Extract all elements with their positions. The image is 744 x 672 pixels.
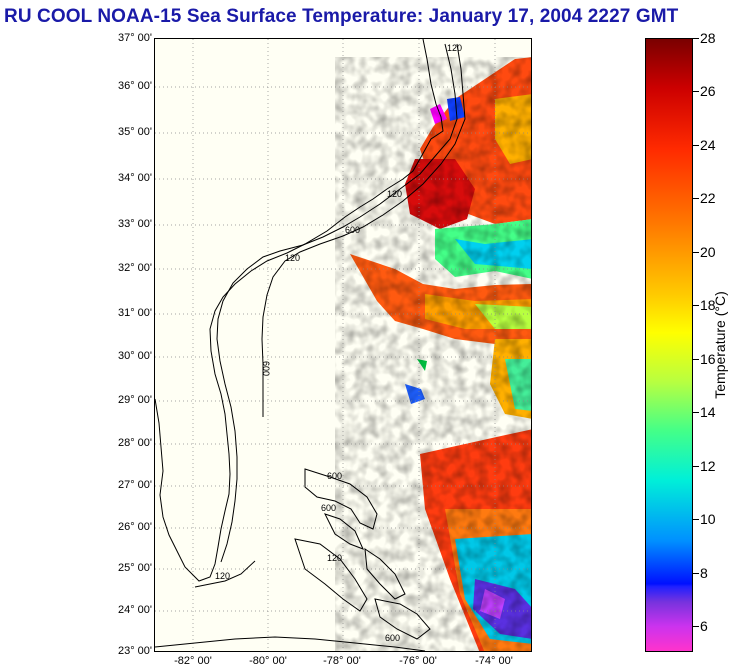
- colorbar-tick: [693, 359, 699, 360]
- bahamas-1: [304, 468, 378, 530]
- lat-label: 32° 00': [117, 262, 152, 274]
- sst-map[interactable]: 120 120 600 120 600 600 600 120 120 600: [154, 38, 532, 652]
- colorbar-label: 18: [700, 297, 716, 313]
- contour-label: 600: [385, 633, 400, 643]
- contour-label: 120: [447, 43, 462, 53]
- map-title: RU COOL NOAA-15 Sea Surface Temperature:…: [4, 6, 679, 27]
- colorbar-label: 28: [700, 30, 716, 46]
- lon-label: -76° 00': [399, 655, 437, 667]
- colorbar-tick: [693, 519, 699, 520]
- colorbar-tick: [693, 305, 699, 306]
- lat-label: 28° 00': [117, 437, 152, 449]
- bahamas-3: [294, 538, 368, 612]
- colorbar-tick: [693, 573, 699, 574]
- colorbar-label: 16: [700, 351, 716, 367]
- lat-label: 27° 00': [117, 479, 152, 491]
- contour-label: 120: [285, 253, 300, 263]
- lat-label: 37° 00': [117, 32, 152, 44]
- temperature-colorbar: [645, 38, 693, 652]
- colorbar-label: 12: [700, 458, 716, 474]
- colorbar-label: 8: [700, 565, 708, 581]
- contour-label: 120: [215, 571, 230, 581]
- lat-label: 30° 00': [117, 350, 152, 362]
- lon-label: -82° 00': [174, 655, 212, 667]
- lat-label: 34° 00': [117, 172, 152, 184]
- contour-labels: 120 120 600 120 600 600 600 120 120 600: [215, 43, 462, 643]
- slope-600-contour: [261, 43, 466, 417]
- lat-label: 25° 00': [117, 562, 152, 574]
- contour-label: 600: [327, 471, 342, 481]
- colorbar-label: 24: [700, 137, 716, 153]
- lon-label: -74° 00': [475, 655, 513, 667]
- colorbar-tick: [693, 252, 699, 253]
- colorbar-label: 6: [700, 618, 708, 634]
- lat-label: 29° 00': [117, 394, 152, 406]
- colorbar-label: 26: [700, 83, 716, 99]
- bahamas-2: [324, 513, 364, 550]
- lat-label: 35° 00': [117, 126, 152, 138]
- lat-label: 36° 00': [117, 80, 152, 92]
- colorbar-tick: [693, 38, 699, 39]
- colorbar-tick: [693, 466, 699, 467]
- lat-label: 23° 00': [117, 645, 152, 657]
- bahamas-4: [364, 547, 406, 600]
- sst-texture: [335, 57, 531, 651]
- colorbar-tick: [693, 412, 699, 413]
- shelf-120-contour: [216, 43, 458, 563]
- lat-label: 33° 00': [117, 218, 152, 230]
- lon-label: -78° 00': [323, 655, 361, 667]
- colorbar-label: 22: [700, 190, 716, 206]
- lat-label: 31° 00': [117, 307, 152, 319]
- colorbar-label: 20: [700, 244, 716, 260]
- contour-label: 120: [387, 189, 402, 199]
- colorbar-label: 14: [700, 404, 716, 420]
- colorbar-label: 10: [700, 511, 716, 527]
- coastline: [155, 39, 466, 651]
- contour-label: 600: [345, 225, 360, 235]
- florida-keys: [194, 560, 256, 588]
- colorbar-tick: [693, 145, 699, 146]
- cuba: [155, 636, 426, 651]
- colorbar-tick: [693, 198, 699, 199]
- lat-label: 26° 00': [117, 521, 152, 533]
- lon-label: -80° 00': [249, 655, 287, 667]
- lat-label: 24° 00': [117, 604, 152, 616]
- sst-map-canvas: 120 120 600 120 600 600 600 120 120 600: [155, 39, 531, 651]
- contour-label: 600: [261, 361, 271, 376]
- colorbar-title: Temperature (°C): [712, 291, 728, 399]
- bahamas-5: [374, 598, 431, 640]
- colorbar-tick: [693, 91, 699, 92]
- us-east-coast: [155, 39, 444, 582]
- contour-label: 120: [327, 553, 342, 563]
- sst-imagery: [335, 57, 531, 651]
- contour-label: 600: [321, 503, 336, 513]
- colorbar-tick: [693, 626, 699, 627]
